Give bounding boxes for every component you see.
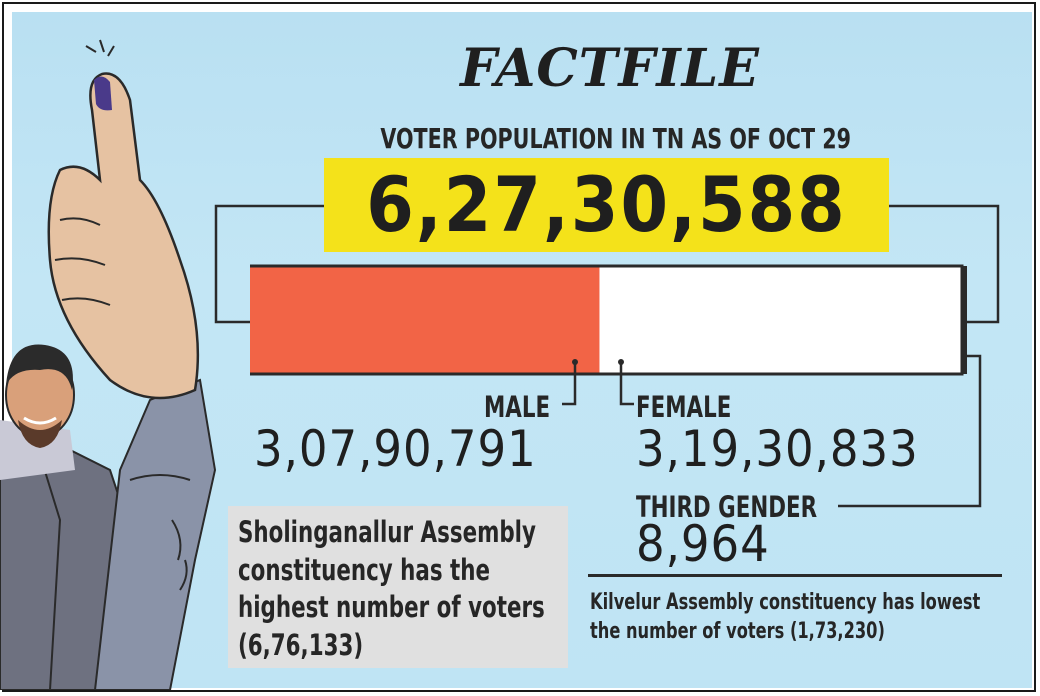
male-value: 3,07,90,791 bbox=[254, 420, 537, 478]
divider-line bbox=[588, 574, 1002, 577]
bar-male bbox=[250, 266, 600, 374]
raised-inked-finger-hand-illustration bbox=[47, 39, 217, 690]
chart-subtitle: VOTER POPULATION IN TN AS OF OCT 29 bbox=[380, 122, 851, 155]
stacked-bar bbox=[250, 264, 967, 376]
highest-note-box bbox=[228, 506, 568, 668]
bar-female bbox=[599, 266, 962, 374]
third-gender-label: THIRD GENDER bbox=[636, 490, 818, 524]
lowest-voters-note: Kilvelur Assembly constituency has lowes… bbox=[590, 590, 981, 644]
third-gender-value: 8,964 bbox=[636, 515, 770, 573]
highest-voters-note: Sholinganallur Assembly constituency has… bbox=[238, 515, 545, 662]
total-highlight bbox=[324, 158, 889, 252]
female-value: 3,19,30,833 bbox=[636, 420, 919, 478]
factfile-title: FACTFILE bbox=[460, 38, 760, 99]
bracket-lines bbox=[214, 204, 1000, 324]
label-connectors bbox=[562, 354, 982, 508]
female-label: FEMALE bbox=[636, 390, 732, 424]
total-voters-value: 6,27,30,588 bbox=[366, 160, 847, 249]
connector-dots bbox=[572, 359, 624, 365]
voter-illustration bbox=[0, 39, 217, 690]
bar-end-edge bbox=[961, 266, 967, 374]
male-label: MALE bbox=[484, 390, 551, 424]
